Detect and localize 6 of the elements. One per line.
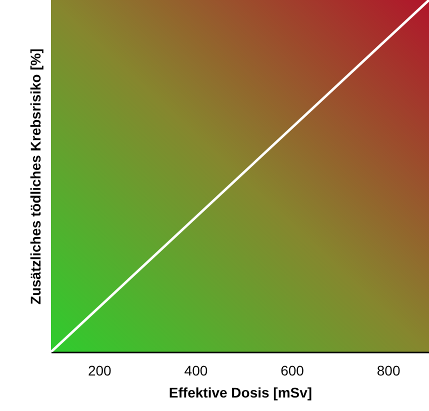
x-tick-label: 400 (184, 362, 208, 378)
x-axis-title: Effektive Dosis [mSv] (168, 384, 312, 400)
x-tick-label: 600 (280, 362, 304, 378)
y-axis-title: Zusätzliches tödliches Krebsrisiko [%] (28, 48, 44, 304)
x-tick-label: 800 (376, 362, 400, 378)
x-tick-label: 200 (88, 362, 112, 378)
